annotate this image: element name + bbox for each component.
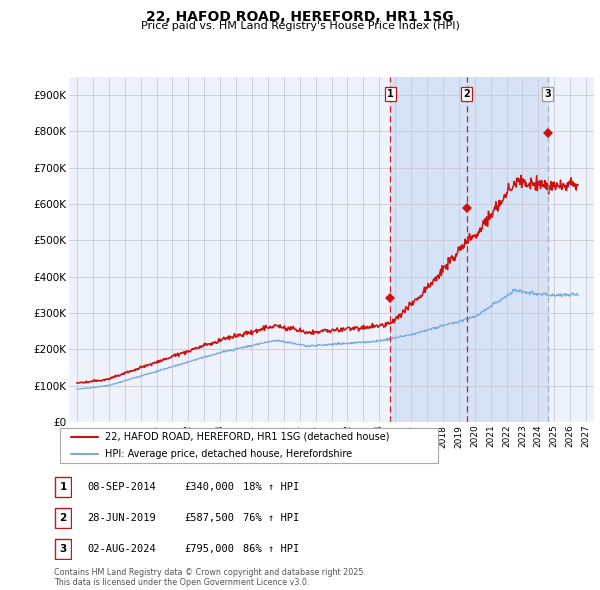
FancyBboxPatch shape <box>60 428 438 463</box>
Bar <box>390 77 467 422</box>
Text: 22, HAFOD ROAD, HEREFORD, HR1 1SG: 22, HAFOD ROAD, HEREFORD, HR1 1SG <box>146 10 454 24</box>
FancyBboxPatch shape <box>55 539 71 559</box>
Text: 08-SEP-2014: 08-SEP-2014 <box>87 483 156 492</box>
Text: Contains HM Land Registry data © Crown copyright and database right 2025.
This d: Contains HM Land Registry data © Crown c… <box>54 568 366 587</box>
Text: 22, HAFOD ROAD, HEREFORD, HR1 1SG (detached house): 22, HAFOD ROAD, HEREFORD, HR1 1SG (detac… <box>106 432 390 441</box>
Text: 3: 3 <box>544 88 551 99</box>
Text: Price paid vs. HM Land Registry's House Price Index (HPI): Price paid vs. HM Land Registry's House … <box>140 21 460 31</box>
Bar <box>467 77 548 422</box>
FancyBboxPatch shape <box>55 508 71 528</box>
Text: 76% ↑ HPI: 76% ↑ HPI <box>243 513 299 523</box>
Text: 1: 1 <box>59 483 67 492</box>
Text: £340,000: £340,000 <box>184 483 234 492</box>
Text: 2: 2 <box>463 88 470 99</box>
Text: £587,500: £587,500 <box>184 513 234 523</box>
Text: 1: 1 <box>387 88 394 99</box>
Text: 3: 3 <box>59 544 67 553</box>
Text: HPI: Average price, detached house, Herefordshire: HPI: Average price, detached house, Here… <box>106 450 352 459</box>
Text: 2: 2 <box>59 513 67 523</box>
FancyBboxPatch shape <box>55 477 71 497</box>
Text: 18% ↑ HPI: 18% ↑ HPI <box>243 483 299 492</box>
Text: 02-AUG-2024: 02-AUG-2024 <box>87 544 156 553</box>
Text: £795,000: £795,000 <box>184 544 234 553</box>
Text: 28-JUN-2019: 28-JUN-2019 <box>87 513 156 523</box>
Text: 86% ↑ HPI: 86% ↑ HPI <box>243 544 299 553</box>
